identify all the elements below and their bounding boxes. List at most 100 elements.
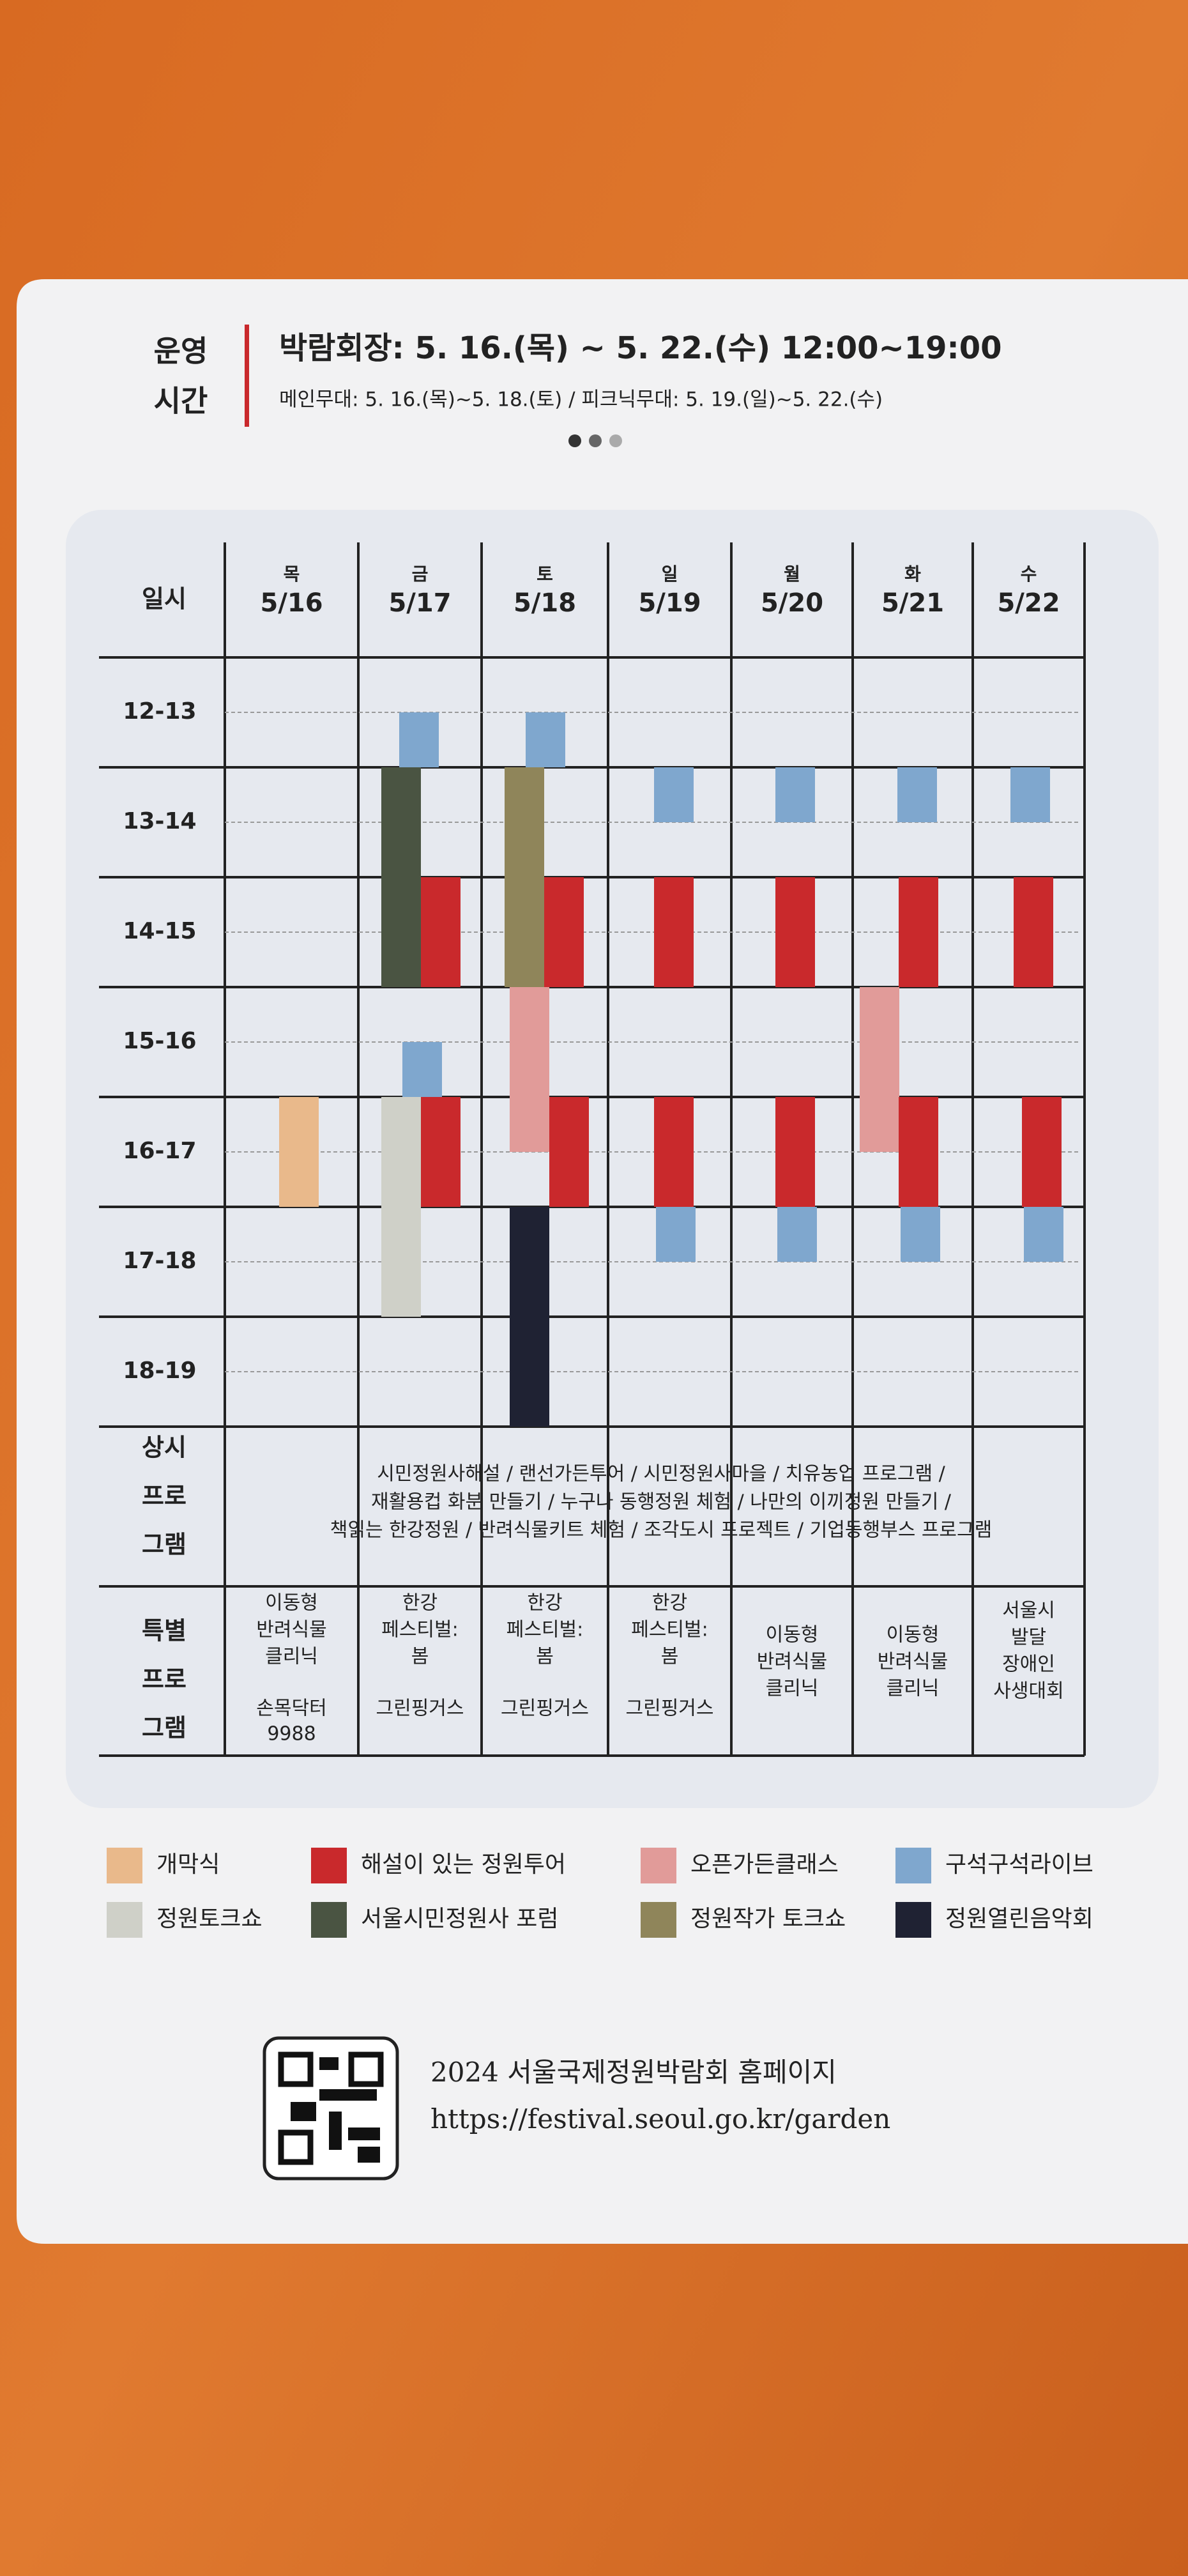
permanent-label: 그램 [142, 1531, 187, 1559]
header-main: 박람회장: 5. 16.(목) ~ 5. 22.(수) 12:00~19:00 [279, 330, 1002, 366]
date: 5/20 [761, 588, 823, 618]
permanent-text: 책읽는 한강정원 / 반려식물키트 체험 / 조각도시 프로젝트 / 기업동행부… [330, 1519, 992, 1542]
page-dot [568, 434, 581, 447]
special-sub: 손목닥터 [256, 1698, 326, 1720]
schedule-block [654, 877, 694, 987]
legend-swatch [107, 1902, 142, 1938]
special-text: 이동형 [887, 1624, 940, 1646]
date: 5/17 [388, 588, 451, 618]
special-text: 클리닉 [265, 1646, 318, 1668]
legend-label: 정원토크쇼 [156, 1906, 263, 1932]
special-text: 서울시 [1002, 1600, 1055, 1622]
special-text: 페스티벌: [631, 1619, 708, 1641]
schedule-block [279, 1097, 319, 1207]
date: 5/22 [997, 588, 1060, 618]
schedule-block [654, 767, 694, 822]
special-text: 봄 [661, 1646, 679, 1668]
special-text: 페스티벌: [506, 1619, 584, 1641]
schedule-block [775, 877, 815, 987]
special-sub: 그린핑거스 [376, 1698, 464, 1720]
legend-swatch [311, 1848, 347, 1883]
schedule-block [1024, 1207, 1063, 1262]
special-text: 한강 [402, 1592, 438, 1614]
special-sub: 9988 [267, 1723, 316, 1745]
legend-label: 해설이 있는 정원투어 [361, 1851, 566, 1878]
special-text: 반려식물 [878, 1651, 948, 1673]
date: 5/16 [260, 588, 323, 618]
date: 5/19 [638, 588, 701, 618]
special-text: 반려식물 [256, 1619, 326, 1641]
weekday: 토 [537, 564, 553, 585]
permanent-text: 시민정원사해설 / 랜선가든투어 / 시민정원사마을 / 치유농업 프로그램 / [377, 1463, 945, 1485]
special-text: 클리닉 [766, 1678, 819, 1700]
special-text: 페스티벌: [381, 1619, 459, 1641]
weekday: 월 [784, 564, 800, 585]
legend-label: 오픈가든클래스 [690, 1851, 839, 1878]
schedule-block [775, 1097, 815, 1207]
schedule-block [775, 767, 815, 822]
schedule-block [1014, 877, 1053, 987]
qr-code [263, 2036, 399, 2181]
special-text: 봄 [411, 1646, 429, 1668]
date: 5/18 [514, 588, 576, 618]
time-label: 13-14 [123, 808, 196, 834]
schedule-block [510, 987, 549, 1152]
special-text: 이동형 [265, 1592, 318, 1614]
legend-swatch [641, 1848, 676, 1883]
permanent-label: 프로 [142, 1482, 187, 1510]
header-label: 시간 [154, 384, 208, 418]
legend-swatch [895, 1902, 931, 1938]
legend-swatch [311, 1902, 347, 1938]
schedule-block [899, 877, 938, 987]
date: 5/21 [881, 588, 944, 618]
footer-title: 2024 서울국제정원박람회 홈페이지 [430, 2057, 837, 2088]
schedule-block [510, 1207, 549, 1427]
schedule-block [860, 987, 899, 1152]
special-label: 프로 [142, 1666, 187, 1694]
special-text: 봄 [536, 1646, 554, 1668]
permanent-text: 재활용컵 화분 만들기 / 누구나 동행정원 체험 / 나만의 이끼정원 만들기… [371, 1491, 952, 1514]
special-text: 장애인 [1002, 1653, 1055, 1676]
special-text: 이동형 [766, 1624, 819, 1646]
legend-swatch [107, 1848, 142, 1883]
page-dot [589, 434, 602, 447]
schedule-block [1010, 767, 1050, 822]
legend-label: 정원작가 토크쇼 [690, 1906, 846, 1932]
weekday: 목 [284, 564, 300, 585]
time-label: 16-17 [123, 1138, 196, 1164]
legend-label: 구석구석라이브 [945, 1851, 1093, 1878]
weekday: 화 [904, 564, 921, 585]
header-sub: 메인무대: 5. 16.(목)~5. 18.(토) / 피크닉무대: 5. 19… [279, 388, 883, 411]
schedule-block [901, 1207, 940, 1262]
schedule-block [526, 712, 565, 767]
schedule-block [654, 1097, 694, 1207]
corner-label: 일시 [142, 585, 187, 613]
schedule-block [1022, 1097, 1062, 1207]
special-label: 특별 [142, 1617, 187, 1645]
special-sub: 그린핑거스 [626, 1698, 714, 1720]
header-divider [245, 325, 249, 427]
schedule-block [421, 877, 461, 987]
legend-swatch [641, 1902, 676, 1938]
time-label: 17-18 [123, 1248, 196, 1274]
special-text: 한강 [652, 1592, 687, 1614]
weekday: 일 [662, 564, 678, 585]
schedule-block [777, 1207, 817, 1262]
special-text: 반려식물 [757, 1651, 827, 1673]
legend-label: 서울시민정원사 포럼 [361, 1906, 559, 1932]
legend-swatch [895, 1848, 931, 1883]
schedule-block [402, 1042, 442, 1097]
special-text: 발달 [1011, 1627, 1046, 1649]
schedule-block [381, 767, 421, 987]
schedule-block [549, 1097, 589, 1207]
schedule-block [505, 767, 544, 987]
header-label: 운영 [154, 334, 208, 369]
schedule-block [544, 877, 584, 987]
schedule-block [656, 1207, 696, 1262]
special-text: 한강 [527, 1592, 562, 1614]
page-dot [609, 434, 622, 447]
table-panel [66, 510, 1159, 1808]
permanent-label: 상시 [142, 1434, 187, 1462]
weekday: 수 [1021, 564, 1037, 585]
